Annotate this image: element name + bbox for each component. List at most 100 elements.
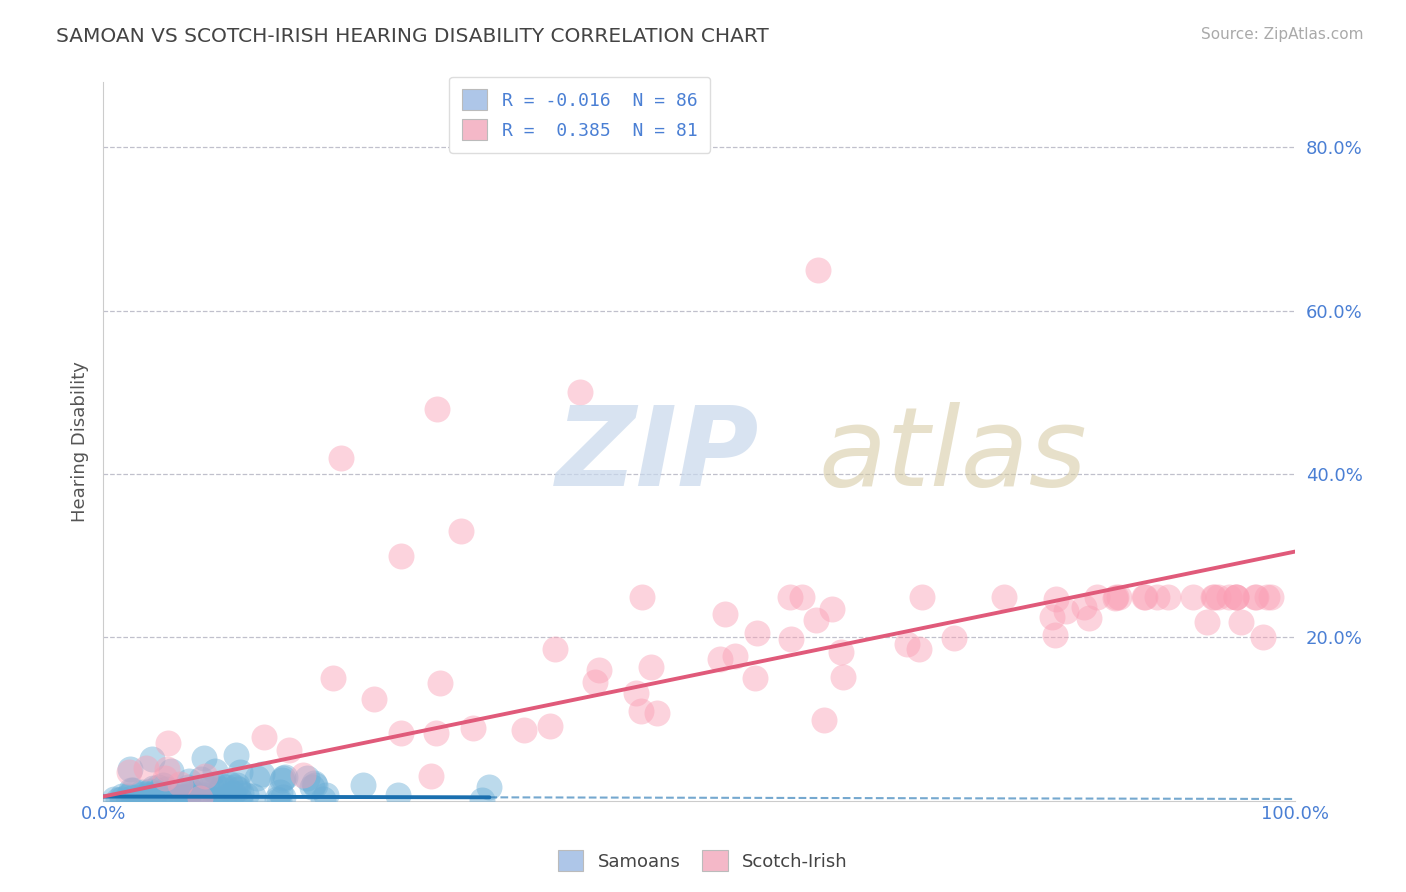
Point: [208, 792, 231, 806]
Point: [143, 787, 166, 801]
Point: [1054, 604, 1077, 618]
Point: [143, 787, 166, 801]
Point: [204, 764, 226, 779]
Point: [139, 784, 162, 798]
Point: [645, 706, 668, 721]
Point: [120, 783, 142, 797]
Point: [225, 747, 247, 762]
Point: [204, 793, 226, 807]
Point: [429, 676, 451, 690]
Text: Source: ZipAtlas.com: Source: ZipAtlas.com: [1201, 27, 1364, 42]
Point: [1135, 590, 1157, 604]
Point: [207, 792, 229, 806]
Point: [118, 764, 141, 779]
Point: [188, 793, 211, 807]
Point: [363, 691, 385, 706]
Point: [1256, 590, 1278, 604]
Point: [478, 780, 501, 794]
Point: [1073, 600, 1095, 615]
Point: [142, 780, 165, 795]
Point: [538, 719, 561, 733]
Point: [134, 789, 156, 803]
Point: [297, 771, 319, 785]
Point: [177, 774, 200, 789]
Point: [193, 788, 215, 802]
Point: [426, 401, 449, 416]
Point: [132, 788, 155, 802]
Point: [200, 779, 222, 793]
Point: [312, 791, 335, 805]
Point: [389, 725, 412, 739]
Point: [1206, 590, 1229, 604]
Point: [389, 549, 412, 563]
Point: [744, 671, 766, 685]
Point: [1244, 590, 1267, 604]
Point: [1260, 590, 1282, 604]
Point: [588, 664, 610, 678]
Point: [202, 777, 225, 791]
Point: [152, 792, 174, 806]
Point: [118, 762, 141, 776]
Point: [1040, 609, 1063, 624]
Point: [209, 781, 232, 796]
Point: [330, 450, 353, 465]
Point: [1225, 590, 1247, 604]
Point: [1146, 590, 1168, 604]
Point: [250, 767, 273, 781]
Legend: R = -0.016  N = 86, R =  0.385  N = 81: R = -0.016 N = 86, R = 0.385 N = 81: [450, 77, 710, 153]
Point: [224, 780, 246, 794]
Point: [211, 779, 233, 793]
Point: [724, 648, 747, 663]
Point: [471, 793, 494, 807]
Point: [231, 786, 253, 800]
Point: [128, 793, 150, 807]
Point: [908, 641, 931, 656]
Point: [180, 784, 202, 798]
Point: [190, 791, 212, 805]
Point: [1218, 590, 1240, 604]
Point: [993, 590, 1015, 604]
Point: [169, 777, 191, 791]
Point: [321, 671, 343, 685]
Point: [387, 788, 409, 802]
Point: [162, 788, 184, 802]
Point: [352, 778, 374, 792]
Point: [155, 781, 177, 796]
Point: [129, 793, 152, 807]
Point: [425, 726, 447, 740]
Point: [709, 652, 731, 666]
Point: [246, 772, 269, 786]
Point: [156, 762, 179, 776]
Point: [141, 752, 163, 766]
Point: [1197, 615, 1219, 629]
Point: [135, 761, 157, 775]
Point: [831, 670, 853, 684]
Point: [1225, 590, 1247, 604]
Point: [103, 792, 125, 806]
Point: [1085, 590, 1108, 604]
Point: [181, 787, 204, 801]
Point: [911, 590, 934, 604]
Point: [896, 637, 918, 651]
Point: [157, 790, 180, 805]
Point: [194, 769, 217, 783]
Point: [135, 789, 157, 803]
Point: [1246, 590, 1268, 604]
Point: [110, 792, 132, 806]
Point: [790, 590, 813, 604]
Point: [315, 789, 337, 803]
Point: [1225, 590, 1247, 604]
Point: [1043, 628, 1066, 642]
Point: [153, 771, 176, 785]
Text: ZIP: ZIP: [555, 402, 759, 509]
Point: [1202, 590, 1225, 604]
Point: [212, 793, 235, 807]
Point: [450, 524, 472, 539]
Point: [461, 722, 484, 736]
Point: [266, 792, 288, 806]
Point: [218, 777, 240, 791]
Point: [146, 780, 169, 794]
Point: [813, 713, 835, 727]
Point: [1108, 590, 1130, 604]
Point: [640, 660, 662, 674]
